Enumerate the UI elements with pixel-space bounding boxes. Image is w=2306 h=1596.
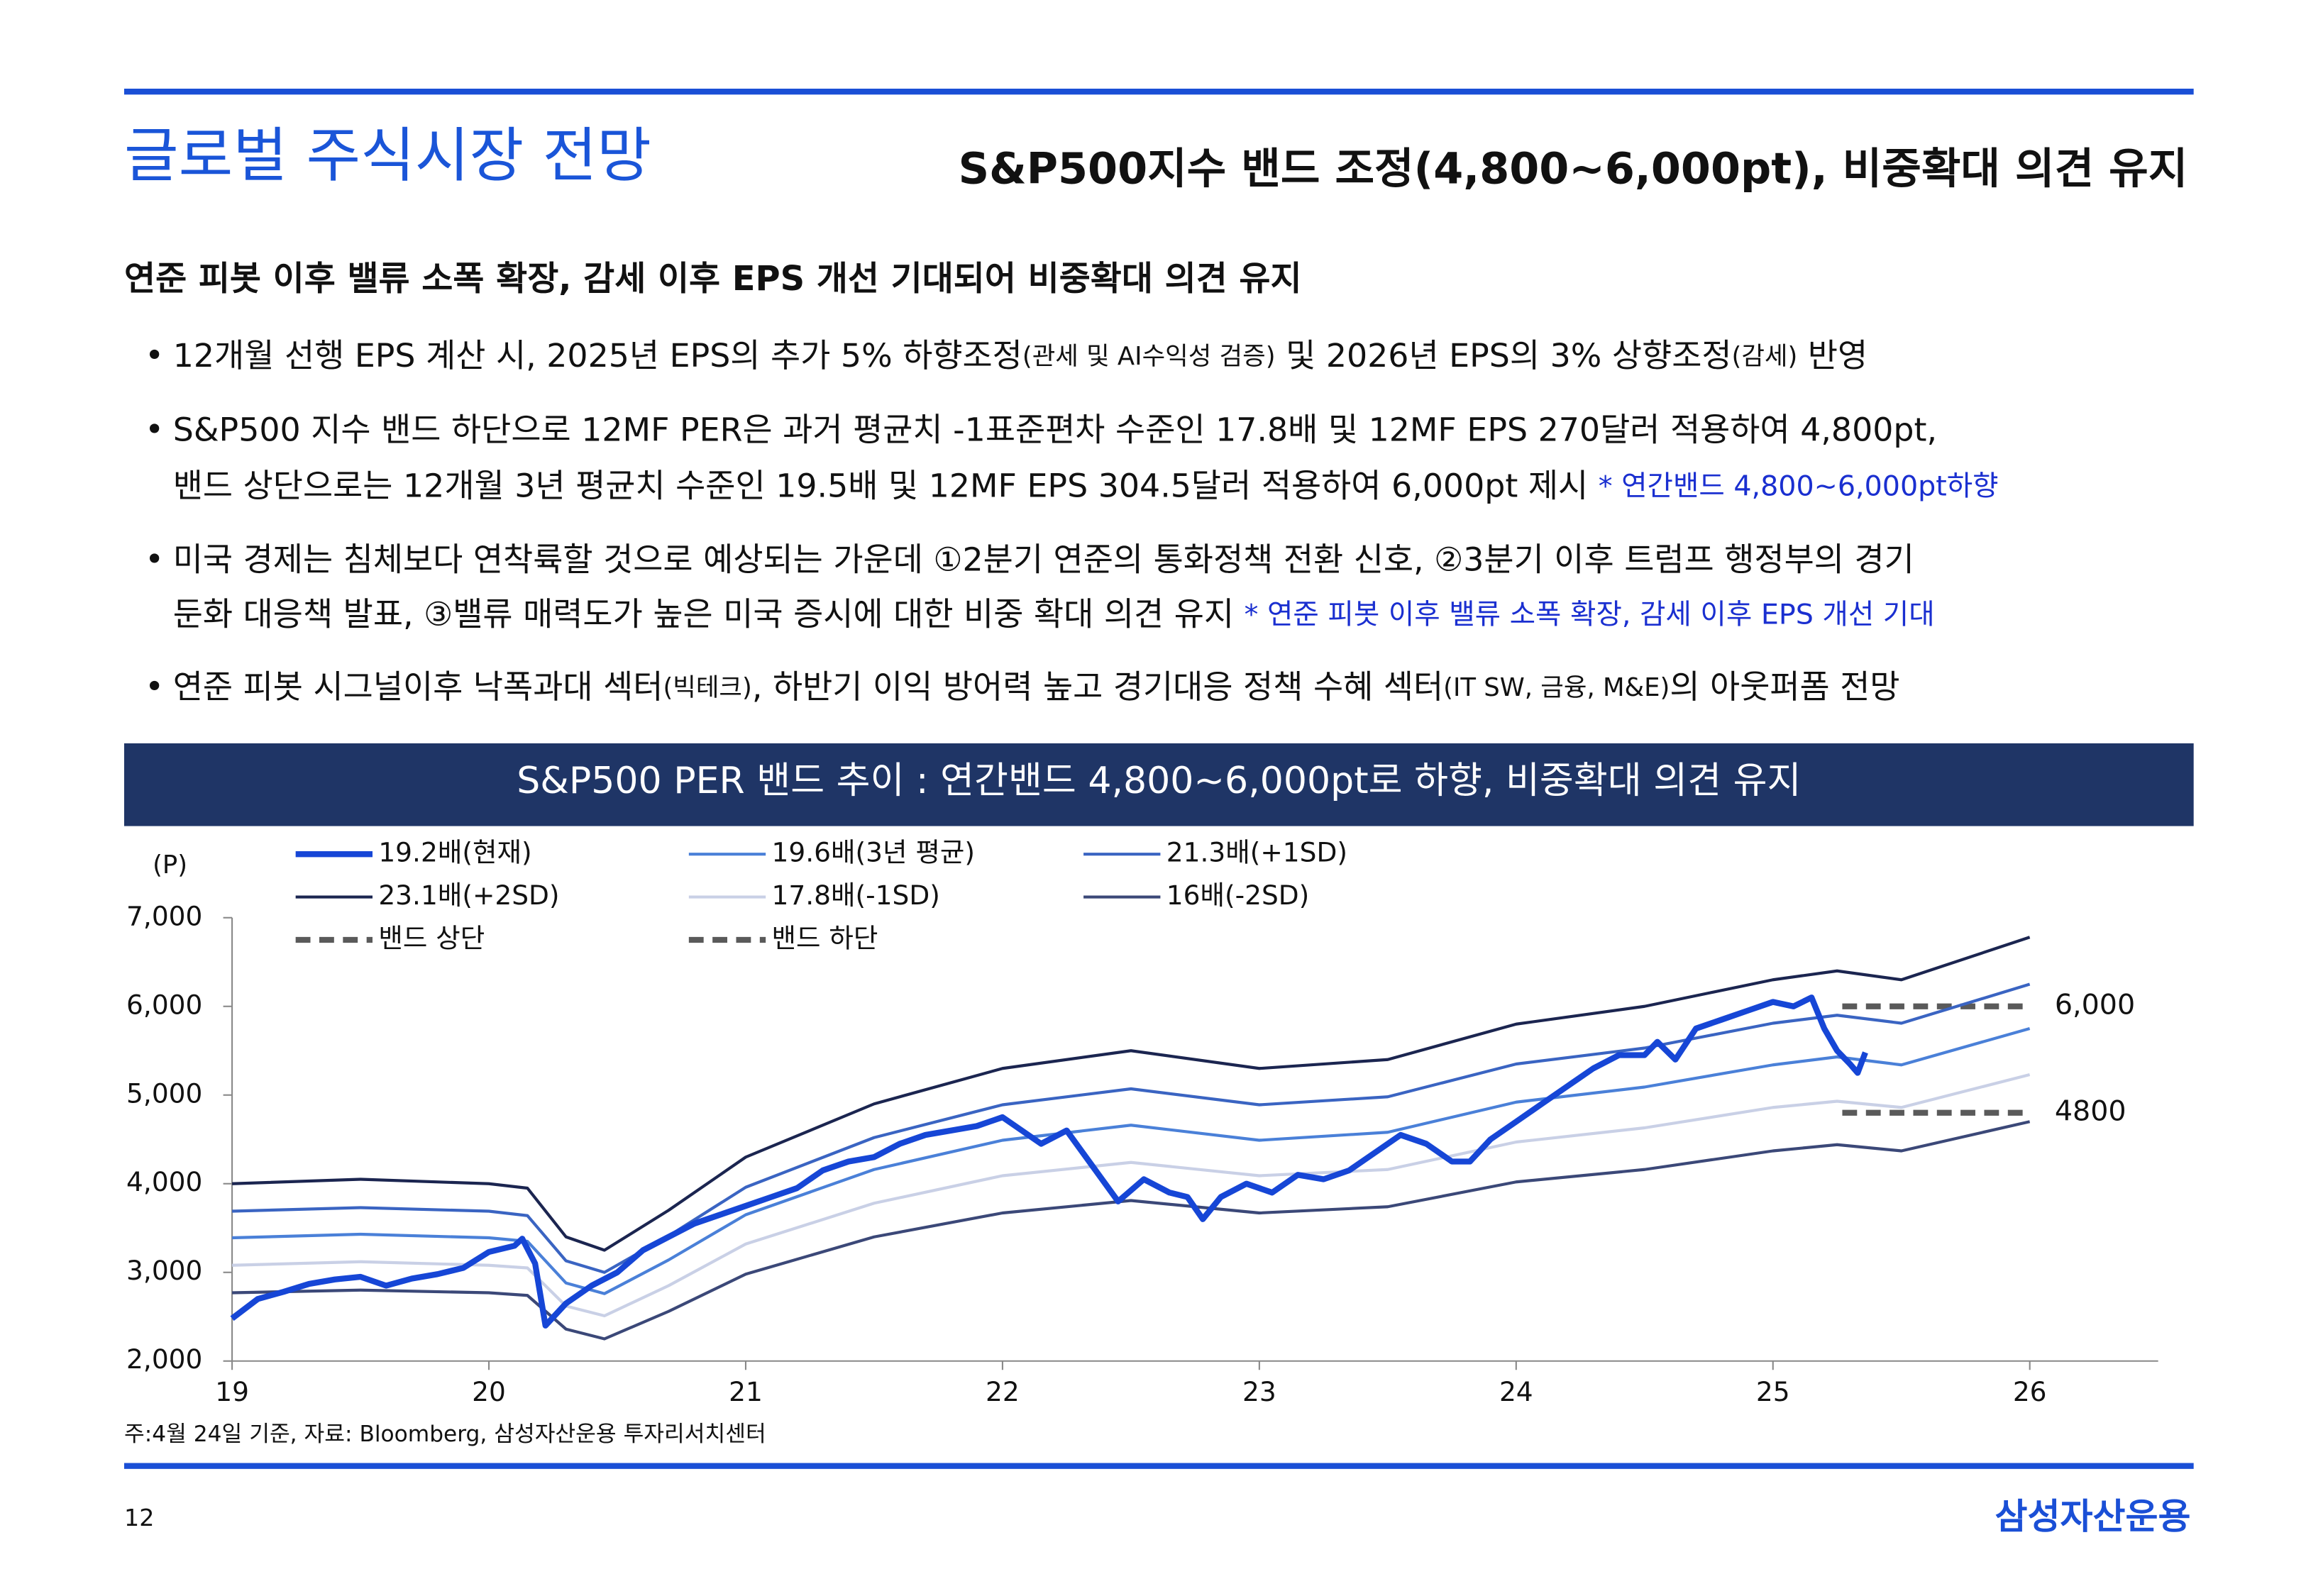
bullet-text: S&P500 지수 밴드 하단으로 12MF PER은 과거 평균치 -1표준편… [173,410,1937,448]
bullet-line: S&P500 지수 밴드 하단으로 12MF PER은 과거 평균치 -1표준편… [173,410,1937,448]
chart: (P) 2,000 3,000 4,000 5,000 6,000 7,000 19 20 21 2… [126,837,2158,1407]
bullet-dot: • [145,336,164,375]
page-subtitle: S&P500지수 밴드 조정(4,800~6,000pt), 비중확대 의견 유… [959,144,2188,194]
heading: 연준 피봇 이후 밸류 소폭 확장, 감세 이후 EPS 개선 기대되어 비중확… [124,260,1302,299]
x-tick-label: 22 [986,1376,1020,1407]
bullet-text: * 연준 피봇 이후 밸류 소폭 확장, 감세 이후 EPS 개선 기대 [1245,598,1935,631]
x-tick-label: 24 [1499,1376,1533,1407]
series-line [230,994,1868,1329]
bullet-text: 연준 피봇 시그널이후 낙폭과대 섹터 [173,667,663,705]
bullet-text: (빅테크) [663,673,751,702]
bullet-text: 둔화 대응책 발표, ③밸류 매력도가 높은 미국 증시에 대한 비중 확대 의… [173,594,1245,633]
banner-text: S&P500 PER 밴드 추이 : 연간밴드 4,800~6,000pt로 하… [517,760,1801,802]
bullet-text: 미국 경제는 침체보다 연착륙할 것으로 예상되는 가운데 ①2분기 연준의 통… [173,540,1914,578]
legend-label: 19.6배(3년 평균) [772,837,976,868]
top-rule [124,89,2194,95]
bullet-text: 의 아웃퍼폼 전망 [1670,667,1899,705]
y-tick-label: 2,000 [126,1343,202,1375]
bottom-rule [124,1463,2194,1469]
x-tick-label: 20 [472,1376,506,1407]
series-line [232,1120,2031,1341]
bullet-dot: • [145,667,164,705]
bullet-text: 12개월 선행 EPS 계산 시, 2025년 EPS의 추가 5% 하향조정 [173,336,1022,375]
bullet-text: (IT SW, 금융, M&E) [1443,673,1670,702]
y-tick-label: 3,000 [126,1255,202,1286]
bullet-line: 둔화 대응책 발표, ③밸류 매력도가 높은 미국 증시에 대한 비중 확대 의… [173,594,1935,633]
bullet-dot: • [145,410,164,448]
bullet-text: (관세 및 AI수익성 검증) [1022,342,1276,371]
bullet-text: , 하반기 이익 방어력 높고 경기대응 정책 수혜 섹터 [752,667,1443,705]
bullet-text: 반영 [1797,336,1868,375]
footnote: 주:4월 24일 기준, 자료: Bloomberg, 삼성자산운용 투자리서치… [124,1422,766,1447]
x-tick-label: 21 [729,1376,763,1407]
annotation: 4800 [2055,1095,2126,1127]
bullet-line: 미국 경제는 침체보다 연착륙할 것으로 예상되는 가운데 ①2분기 연준의 통… [173,540,1914,578]
y-tick-label: 5,000 [126,1077,202,1109]
series-line [232,1026,2031,1295]
series-line [232,936,2031,1252]
legend-label: 밴드 하단 [772,923,878,954]
x-tick-label: 23 [1242,1376,1276,1407]
page-title: 글로벌 주식시장 전망 [124,121,651,190]
y-tick-label: 6,000 [126,989,202,1020]
annotation: 6,000 [2055,988,2135,1021]
legend-label: 23.1배(+2SD) [378,880,559,911]
banner [124,743,2194,826]
bullet-line: 연준 피봇 시그널이후 낙폭과대 섹터(빅테크), 하반기 이익 방어력 높고 … [173,667,1900,705]
bullet-line: 밴드 상단으로는 12개월 3년 평균치 수준인 19.5배 및 12MF EP… [173,466,1999,504]
bullet-text: 밴드 상단으로는 12개월 3년 평균치 수준인 19.5배 및 12MF EP… [173,466,1599,504]
y-tick-label: 4,000 [126,1166,202,1197]
series-line [232,1073,2031,1318]
bullet-dot: • [145,540,164,578]
y-tick-label: 7,000 [126,900,202,931]
legend-label: 밴드 상단 [378,923,485,954]
x-tick-label: 25 [1756,1376,1790,1407]
bullet-text: * 연간밴드 4,800~6,000pt하향 [1599,470,1999,502]
x-tick-label: 19 [215,1376,249,1407]
y-axis-label: (P) [153,850,187,880]
logo: 삼성자산운용 [1995,1496,2191,1537]
bullet-text: (감세) [1732,342,1798,371]
x-tick-label: 26 [2013,1376,2047,1407]
bullet-list: • 12개월 선행 EPS 계산 시, 2025년 EPS의 추가 5% 하향조정… [145,336,1998,706]
legend-label: 17.8배(-1SD) [772,880,940,911]
page-number: 12 [124,1504,154,1531]
legend-label: 16배(-2SD) [1166,880,1310,911]
bullet-line: 12개월 선행 EPS 계산 시, 2025년 EPS의 추가 5% 하향조정(… [173,336,1868,375]
legend-label: 19.2배(현재) [378,837,531,868]
legend-label: 21.3배(+1SD) [1166,837,1347,868]
bullet-text: 및 2026년 EPS의 3% 상향조정 [1276,336,1732,375]
series-line [232,982,2031,1274]
